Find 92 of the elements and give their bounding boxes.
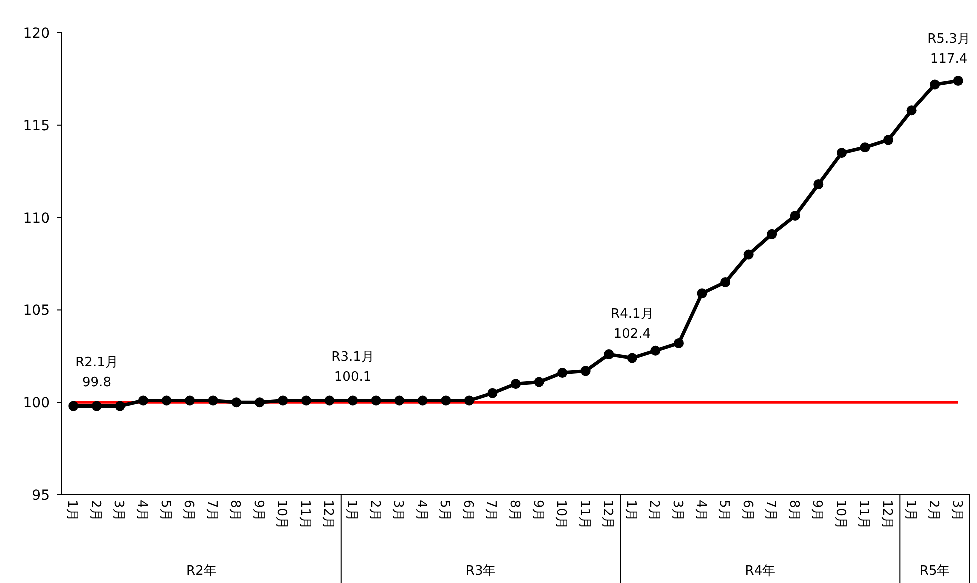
x-tick-label: 1月 [344, 500, 360, 522]
point [324, 396, 335, 406]
point [697, 288, 708, 299]
x-tick-label: 3月 [390, 500, 406, 522]
y-tick-label: 105 [23, 303, 50, 320]
y-tick-label: 120 [23, 26, 50, 42]
point [930, 80, 940, 90]
point [185, 396, 196, 406]
text: R5年 [920, 564, 950, 579]
point [650, 346, 661, 356]
point [604, 350, 614, 360]
data-label: R3.1月 100.1 [332, 350, 374, 385]
text: R4年 [745, 564, 776, 579]
point [767, 229, 778, 240]
x-tick-label: 12月 [320, 500, 336, 530]
x-tick-label: 2月 [367, 500, 382, 522]
point [884, 135, 894, 146]
data-label: R5.3月 117.4 [928, 32, 970, 68]
x-tick-label: 12月 [600, 500, 616, 530]
point [418, 396, 428, 406]
x-tick-label: 1月 [902, 500, 918, 522]
point [394, 396, 405, 406]
y-tick-label: 115 [23, 118, 50, 134]
x-tick-label: 11月 [856, 500, 872, 530]
x-tick-label: 2月 [646, 500, 662, 522]
point [92, 401, 102, 412]
x-tick-label: 9月 [530, 500, 546, 522]
point [814, 180, 824, 190]
x-tick-label: 4月 [693, 500, 708, 522]
point [138, 396, 148, 406]
x-tick-label: 3月 [949, 500, 964, 522]
x-tick-label: 5月 [437, 500, 452, 522]
point [906, 106, 917, 116]
point [278, 396, 288, 406]
text: R3年 [466, 564, 496, 579]
y-tick-label: 95 [32, 488, 50, 504]
point [348, 396, 358, 406]
point [627, 353, 638, 364]
x-tick-label: 9月 [810, 500, 825, 522]
x-tick-label: 4月 [414, 500, 429, 522]
x-tick-label: 3月 [670, 500, 685, 522]
text: R2年 [186, 564, 217, 579]
point [720, 277, 731, 288]
x-tick-label: 10月 [554, 500, 569, 530]
point [115, 401, 126, 412]
x-tick-label: 12月 [880, 500, 895, 530]
x-tick-label: 5月 [716, 500, 732, 522]
point [162, 396, 172, 406]
y-tick-label: 100 [23, 396, 50, 412]
x-tick-label: 1月 [64, 500, 80, 522]
point [580, 366, 591, 376]
point [953, 76, 964, 86]
data-label: R4.1月 102.4 [611, 307, 654, 342]
x-tick-label: 7月 [763, 500, 778, 522]
x-tick-label: 10月 [274, 500, 290, 530]
x-tick-label: 6月 [740, 500, 755, 522]
x-tick-label: 8月 [228, 500, 243, 522]
x-tick-label: 7月 [204, 500, 220, 522]
point [534, 377, 544, 388]
point [674, 338, 684, 348]
x-tick-label: 2月 [926, 500, 942, 522]
point [371, 396, 382, 406]
x-tick-label: 11月 [576, 500, 592, 530]
x-tick-label: 6月 [460, 500, 476, 522]
x-tick-label: 6月 [181, 500, 196, 522]
y-tick-label: 110 [23, 210, 50, 227]
x-tick-label: 10月 [832, 500, 848, 530]
point [790, 210, 800, 221]
point [68, 401, 79, 412]
point [254, 398, 265, 408]
point [836, 148, 847, 158]
x-tick-label: 4月 [134, 500, 150, 522]
point [488, 388, 498, 398]
x-tick-label: 11月 [297, 500, 312, 530]
x-tick-label: 1月 [623, 500, 638, 522]
point [744, 250, 754, 260]
point [511, 379, 521, 390]
point [208, 396, 218, 406]
x-tick-label: 5月 [158, 500, 173, 522]
point [464, 396, 474, 406]
data-label: R2.1月 99.8 [76, 355, 118, 390]
x-tick-label: 8月 [507, 500, 522, 522]
point [301, 396, 312, 406]
x-tick-label: 9月 [250, 500, 266, 522]
x-tick-label: 3月 [111, 500, 126, 522]
point [441, 396, 452, 406]
point [232, 398, 242, 408]
x-tick-label: 7月 [484, 500, 499, 522]
x-tick-label: 8月 [786, 500, 802, 522]
x-tick-label: 2月 [88, 500, 103, 522]
point [558, 368, 568, 378]
point [860, 142, 870, 153]
